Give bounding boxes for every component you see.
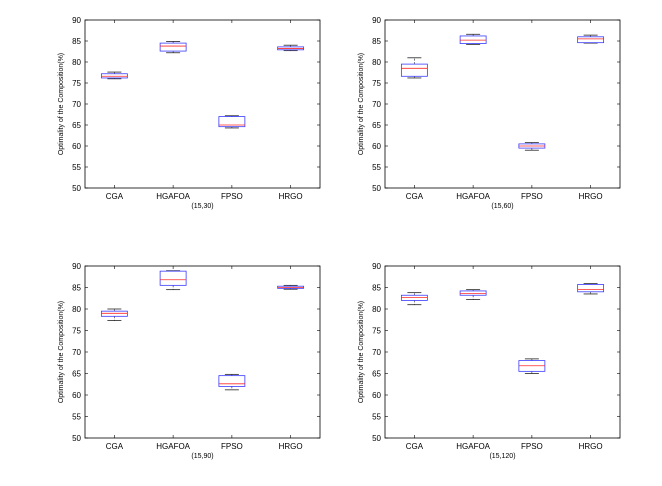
x-category-label: FPSO: [521, 192, 543, 201]
x-category-label: HGAFOA: [156, 192, 190, 201]
panel-subtitle: (15,120): [489, 453, 515, 460]
chart-panel-2: 50 55 60 65 70 75 80 85 90 CGA HGAFOA FPSO HRGO (15,6…: [358, 16, 621, 210]
y-tick-label: 90: [72, 262, 81, 271]
y-tick-label: 70: [72, 348, 81, 357]
y-axis-label: Optimality of the Composition(%): [58, 301, 65, 403]
box-cga: [100, 71, 128, 80]
x-category-label: HGAFOA: [456, 192, 490, 201]
iqr-box: [577, 284, 605, 293]
iqr-box: [400, 63, 428, 77]
panel-subtitle: (15,60): [491, 203, 513, 210]
x-category-label: HRGO: [279, 192, 303, 201]
y-tick-label: 90: [72, 16, 81, 25]
iqr-box: [459, 290, 487, 296]
y-tick-label: 80: [72, 305, 81, 314]
x-category-label: CGA: [406, 442, 424, 451]
y-tick-label: 60: [372, 142, 381, 151]
plot-frame: [84, 265, 321, 439]
y-tick-label: 60: [72, 142, 81, 151]
iqr-box: [159, 270, 187, 286]
x-category-label: HGAFOA: [456, 442, 490, 451]
panel-subtitle: (15,30): [191, 203, 213, 210]
plot-frame: [384, 19, 621, 189]
y-tick-label: 50: [372, 434, 381, 443]
y-tick-label: 80: [372, 58, 381, 67]
y-tick-label: 75: [372, 327, 381, 336]
y-tick-label: 80: [372, 305, 381, 314]
y-tick-label: 75: [72, 79, 81, 88]
x-category-label: CGA: [106, 192, 124, 201]
y-tick-label: 80: [72, 58, 81, 67]
y-tick-label: 85: [372, 37, 381, 46]
y-tick-label: 70: [72, 100, 81, 109]
x-category-label: FPSO: [221, 442, 243, 451]
box-hgafoa: [159, 270, 187, 291]
panel-subtitle: (15,90): [191, 453, 213, 460]
x-category-label: FPSO: [221, 192, 243, 201]
x-category-label: HRGO: [579, 442, 603, 451]
y-tick-label: 60: [72, 391, 81, 400]
box-hgafoa: [459, 33, 487, 45]
x-category-label: CGA: [106, 442, 124, 451]
y-tick-label: 90: [372, 16, 381, 25]
y-tick-label: 55: [372, 413, 381, 422]
y-tick-label: 75: [372, 79, 381, 88]
x-category-label: HRGO: [579, 192, 603, 201]
y-tick-label: 60: [372, 391, 381, 400]
y-tick-label: 70: [372, 348, 381, 357]
y-tick-label: 70: [372, 100, 381, 109]
box-cga: [400, 292, 428, 306]
y-tick-label: 55: [372, 163, 381, 172]
y-tick-label: 75: [72, 327, 81, 336]
box-hrgo: [577, 283, 605, 295]
box-fpso: [518, 142, 546, 151]
iqr-box: [100, 73, 128, 79]
x-category-label: CGA: [406, 192, 424, 201]
y-tick-label: 55: [72, 163, 81, 172]
box-fpso: [218, 373, 246, 391]
y-tick-label: 65: [372, 370, 381, 379]
y-tick-label: 65: [72, 370, 81, 379]
y-tick-label: 85: [372, 284, 381, 293]
iqr-box: [159, 42, 187, 52]
box-fpso: [218, 115, 246, 129]
y-tick-label: 65: [72, 121, 81, 130]
iqr-box: [218, 116, 246, 128]
y-axis-label: Optimality of the Composition(%): [358, 53, 365, 155]
x-category-label: FPSO: [521, 442, 543, 451]
chart-panel-4: 50 55 60 65 70 75 80 85 90 CGA HGAFOA FPSO HRGO (15,1…: [358, 262, 621, 460]
y-tick-label: 65: [372, 121, 381, 130]
iqr-box: [100, 310, 128, 317]
box-hgafoa: [159, 41, 187, 54]
chart-panel-1: 50 55 60 65 70 75 80 85 90 CGA HGAFOA FPSO HRGO (15,3…: [58, 16, 321, 210]
iqr-box: [400, 294, 428, 301]
chart-panel-3: 50 55 60 65 70 75 80 85 90 CGA HGAFOA FPSO HRGO (15,9…: [58, 262, 321, 460]
y-tick-label: 50: [72, 184, 81, 193]
y-axis-label: Optimality of the Composition(%): [58, 53, 65, 155]
box-cga: [100, 308, 128, 322]
iqr-box: [459, 35, 487, 44]
box-cga: [400, 57, 428, 79]
x-category-label: HGAFOA: [156, 442, 190, 451]
box-hrgo: [577, 34, 605, 44]
y-tick-label: 90: [372, 262, 381, 271]
y-tick-label: 50: [72, 434, 81, 443]
y-tick-label: 55: [72, 413, 81, 422]
y-tick-label: 85: [72, 37, 81, 46]
box-hgafoa: [459, 289, 487, 300]
x-category-label: HRGO: [279, 442, 303, 451]
y-tick-label: 50: [372, 184, 381, 193]
iqr-box: [218, 375, 246, 387]
box-fpso: [518, 358, 546, 374]
iqr-box: [577, 36, 605, 44]
box-hrgo: [277, 284, 305, 290]
y-tick-label: 85: [72, 284, 81, 293]
box-hrgo: [277, 44, 305, 52]
y-axis-label: Optimality of the Composition(%): [358, 301, 365, 403]
